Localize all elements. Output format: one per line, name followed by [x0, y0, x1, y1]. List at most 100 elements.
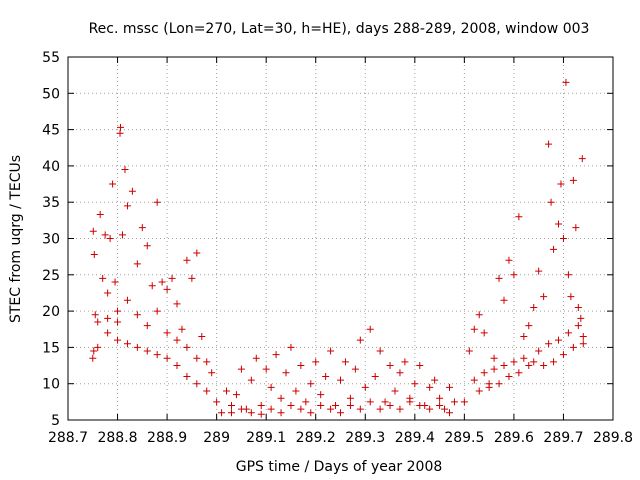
data-point	[371, 372, 379, 380]
y-axis-label: STEC from uqrg / TECUs	[8, 155, 24, 323]
x-tick-label: 289.6	[494, 430, 534, 446]
data-point	[579, 333, 587, 341]
data-point	[90, 250, 98, 258]
y-tick-label: 5	[51, 413, 60, 429]
data-point	[247, 409, 255, 417]
data-point	[143, 242, 151, 250]
data-point	[475, 311, 483, 319]
data-point	[99, 274, 107, 282]
data-point	[562, 78, 570, 86]
y-tick-label: 55	[42, 50, 60, 66]
data-point	[133, 260, 141, 268]
data-point	[356, 336, 364, 344]
data-point	[574, 322, 582, 330]
data-point	[578, 155, 586, 163]
data-point	[540, 293, 548, 301]
data-point	[89, 227, 97, 235]
data-point	[530, 358, 538, 366]
data-point	[163, 329, 171, 337]
data-point	[550, 245, 558, 253]
data-point	[101, 231, 109, 239]
data-point	[520, 333, 528, 341]
data-point	[173, 336, 181, 344]
data-point	[232, 391, 240, 399]
data-point	[361, 383, 369, 391]
data-point	[426, 405, 434, 413]
data-point	[401, 358, 409, 366]
x-tick-label: 289.3	[345, 430, 385, 446]
data-point	[436, 401, 444, 409]
data-point	[123, 340, 131, 348]
x-tick-label: 289.2	[296, 430, 336, 446]
data-point	[480, 329, 488, 337]
data-point	[426, 383, 434, 391]
data-point	[557, 180, 565, 188]
data-point	[520, 354, 528, 362]
x-tick-label: 288.7	[48, 430, 88, 446]
data-point	[490, 354, 498, 362]
data-point	[337, 409, 344, 417]
data-point	[143, 347, 151, 355]
data-point	[559, 351, 567, 359]
data-point	[94, 343, 102, 351]
data-point	[104, 289, 112, 297]
data-point	[572, 224, 580, 232]
data-point	[247, 376, 255, 384]
data-point	[495, 274, 503, 282]
data-point	[376, 405, 384, 413]
data-point	[228, 409, 235, 417]
data-point	[307, 380, 315, 388]
axis-ticks	[67, 56, 614, 421]
data-point	[292, 387, 300, 395]
data-point	[262, 365, 270, 373]
y-tick-label: 30	[42, 232, 60, 248]
data-point	[163, 354, 171, 362]
data-point	[133, 343, 141, 351]
data-point	[193, 380, 201, 388]
data-point	[89, 354, 97, 362]
data-point	[208, 369, 216, 377]
y-tick-label: 40	[42, 159, 60, 175]
data-point	[218, 409, 226, 417]
data-point	[341, 358, 349, 366]
data-point	[386, 362, 394, 370]
data-point	[312, 358, 320, 366]
data-point	[416, 362, 424, 370]
data-point	[203, 387, 211, 395]
data-point	[223, 387, 231, 395]
data-point	[547, 198, 555, 206]
data-point	[153, 198, 161, 206]
data-point	[346, 394, 354, 402]
data-point	[470, 376, 478, 384]
data-point	[525, 322, 533, 330]
y-tick-label: 15	[42, 340, 60, 356]
data-point	[356, 405, 364, 413]
data-point	[366, 325, 374, 333]
data-point	[366, 398, 374, 406]
data-point	[510, 358, 518, 366]
data-point	[490, 365, 498, 373]
data-point	[470, 325, 478, 333]
x-tick-label: 289.7	[543, 430, 583, 446]
data-point	[282, 369, 290, 377]
data-point	[114, 336, 122, 344]
data-point	[485, 383, 493, 391]
data-point	[530, 303, 538, 311]
x-tick-label: 289	[203, 430, 230, 446]
data-point	[257, 401, 265, 409]
tick-labels: 288.7 288.8 288.9 289 289.1 289.2 289.3 289.4 28…	[42, 50, 633, 446]
data-point	[317, 401, 325, 409]
data-point	[450, 398, 458, 406]
data-point	[446, 409, 453, 417]
data-point	[178, 325, 186, 333]
data-point	[577, 314, 585, 322]
data-point	[106, 235, 114, 242]
data-point	[391, 387, 399, 395]
data-point	[91, 311, 99, 319]
data-point	[351, 365, 359, 373]
data-point	[168, 274, 176, 282]
data-point	[475, 387, 483, 395]
data-point	[327, 347, 335, 355]
data-point	[579, 340, 587, 348]
data-point	[307, 409, 315, 417]
